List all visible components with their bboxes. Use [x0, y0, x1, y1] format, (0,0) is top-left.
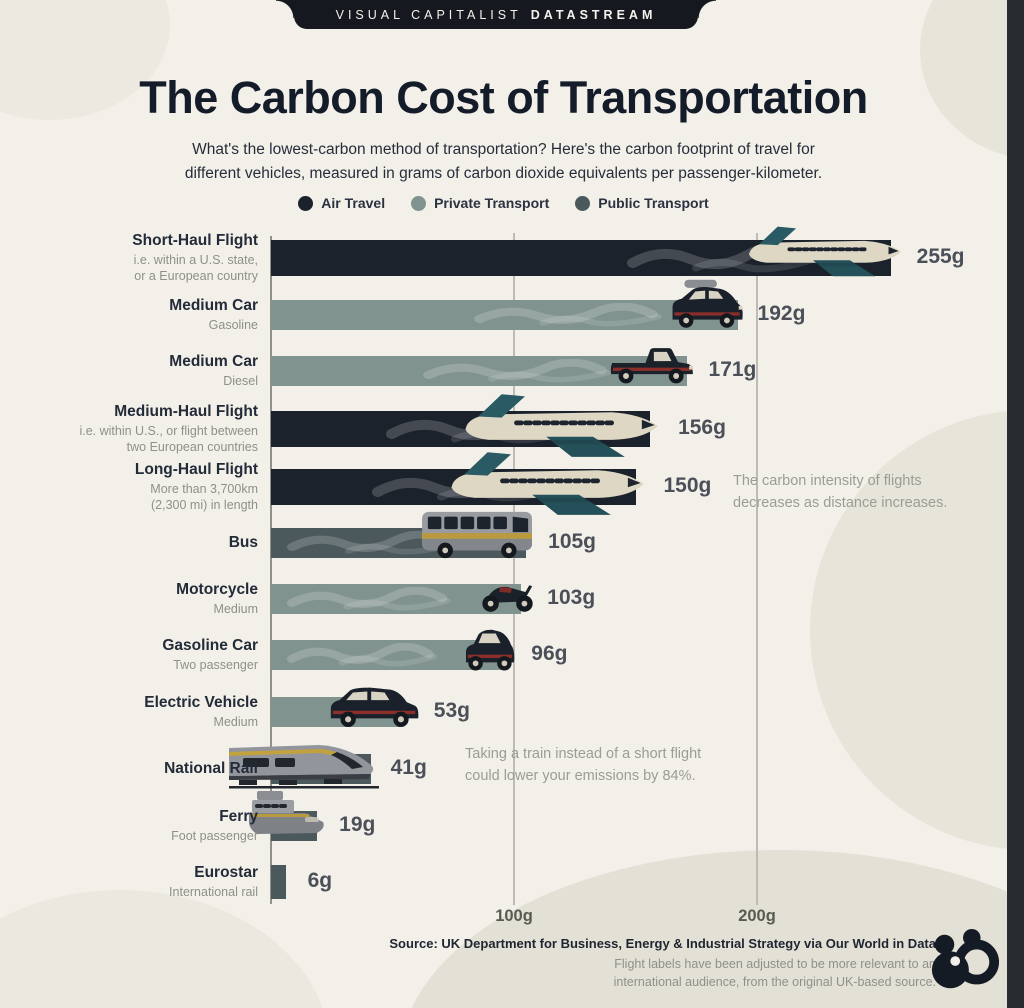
category-sublabel: Medium [213, 601, 258, 616]
pickup-truck-icon [610, 348, 693, 384]
category-label: Motorcycle [176, 580, 258, 598]
airplane-icon [451, 452, 644, 515]
value-label: 105g [548, 530, 597, 553]
row-label-medium-car: Medium Car Diesel [4, 343, 258, 399]
row-label-short-haul-flight: Short-Haul Flight i.e. within a U.S. stat… [4, 230, 258, 286]
airplane-icon [465, 394, 658, 457]
legend-item-public: Public Transport [575, 195, 709, 211]
bar-private [271, 584, 522, 614]
value-label: 41g [390, 756, 427, 779]
brand-name-bold: DATASTREAM [530, 7, 657, 22]
category-sublabel: Medium [213, 714, 258, 729]
category-label: Bus [228, 534, 258, 551]
screen-edge [1007, 0, 1024, 1008]
minivan-icon [672, 279, 743, 328]
category-label: Ferry [219, 807, 258, 825]
legend-label: Public Transport [598, 195, 709, 211]
visual-capitalist-logo [931, 928, 1000, 989]
category-label: Medium Car [169, 352, 258, 370]
private-legend-swatch [411, 195, 427, 211]
row-label-national-rail: National Rail [4, 741, 258, 797]
exhaust-smoke [287, 587, 451, 611]
category-sublabel: More than 3,700km (2,300 mi) in length [150, 481, 258, 512]
source-text: Source: UK Department for Business, Ener… [389, 936, 936, 951]
value-label: 19g [339, 813, 376, 836]
train-icon [228, 745, 379, 789]
air-legend-swatch [298, 195, 314, 211]
row-label-bus: Bus [4, 515, 258, 571]
category-label: Long-Haul Flight [134, 460, 258, 478]
category-sublabel: i.e. within a U.S. state, or a European … [133, 252, 258, 283]
ferry-icon [249, 791, 324, 834]
small-car-icon [466, 629, 515, 671]
legend-label: Air Travel [321, 195, 386, 211]
brand-banner: VISUAL CAPITALIST DATASTREAM [276, 0, 716, 29]
value-label: 156g [678, 416, 726, 439]
bar-private [271, 640, 505, 670]
bar-private [271, 300, 738, 330]
category-sublabel: Gasoline [208, 317, 258, 332]
exhaust-smoke [473, 303, 662, 327]
axis-tick-100g: 100g [495, 907, 533, 925]
category-sublabel: Foot passenger [171, 828, 258, 843]
exhaust-smoke [287, 643, 437, 667]
value-label: 53g [433, 699, 470, 722]
annotation-flight: The carbon intensity of flights decrease… [733, 473, 948, 512]
row-label-medium-car: Medium Car Gasoline [4, 287, 258, 343]
brand-name: VISUAL CAPITALIST [335, 7, 522, 22]
category-label: National Rail [164, 760, 258, 777]
public-legend-swatch [575, 195, 591, 211]
value-label: 255g [916, 245, 965, 268]
row-label-ferry: Ferry Foot passenger [4, 798, 258, 854]
gridline-200g [756, 233, 758, 905]
legend-item-private: Private Transport [411, 195, 549, 211]
category-sublabel: i.e. within U.S., or flight between two … [79, 423, 258, 454]
axis-baseline [270, 236, 272, 904]
page-subtitle: What's the lowest-carbon method of trans… [184, 141, 823, 183]
row-label-long-haul-flight: Long-Haul Flight More than 3,700km (2,300… [4, 459, 258, 515]
category-label: Short-Haul Flight [132, 231, 258, 249]
value-label: 6g [307, 869, 333, 892]
gridline-100g [513, 233, 515, 905]
row-label-medium-haul-flight: Medium-Haul Flight i.e. within U.S., or f… [4, 401, 258, 457]
annotation-train: Taking a train instead of a short flight… [465, 746, 702, 785]
footnote-text: Flight labels have been adjusted to be m… [613, 957, 936, 990]
legend: Air Travel Private Transport Public Transp… [0, 195, 1007, 211]
value-label: 192g [757, 302, 806, 325]
category-label: Medium Car [169, 296, 258, 314]
row-label-electric-vehicle: Electric Vehicle Medium [4, 684, 258, 740]
category-sublabel: Two passenger [173, 657, 258, 672]
category-sublabel: International rail [169, 884, 258, 899]
value-label: 150g [663, 474, 712, 497]
airplane-icon [748, 226, 901, 277]
bus-icon [422, 511, 533, 559]
axis-tick-200g: 200g [738, 907, 776, 925]
legend-label: Private Transport [434, 195, 550, 211]
motorcycle-icon [482, 585, 533, 612]
value-label: 171g [708, 358, 757, 381]
category-label: Gasoline Car [162, 636, 258, 654]
row-label-motorcycle: Motorcycle Medium [4, 571, 258, 627]
row-label-eurostar: Eurostar International rail [4, 854, 258, 910]
category-sublabel: Diesel [223, 373, 258, 388]
category-label: Electric Vehicle [144, 693, 258, 711]
row-label-gasoline-car: Gasoline Car Two passenger [4, 627, 258, 683]
suv-icon [330, 687, 419, 728]
value-label: 103g [547, 586, 596, 609]
category-label: Eurostar [194, 863, 258, 881]
value-label: 96g [531, 642, 568, 665]
page-title: The Carbon Cost of Transportation [139, 72, 868, 123]
bar-public [271, 865, 286, 899]
exhaust-smoke [422, 359, 611, 383]
category-label: Medium-Haul Flight [114, 402, 258, 420]
legend-item-air: Air Travel [298, 195, 385, 211]
